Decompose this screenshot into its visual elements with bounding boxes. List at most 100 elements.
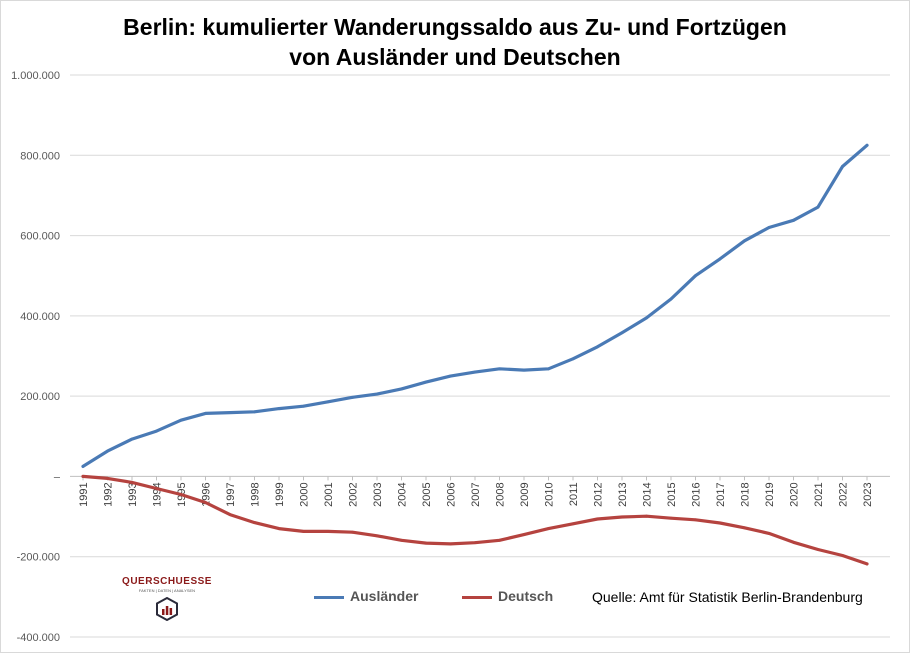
data-point-deutsch [571, 522, 575, 526]
data-point-auslaender [816, 205, 820, 209]
x-tick-label: 2007 [470, 482, 482, 506]
data-point-deutsch [375, 534, 379, 538]
legend-label-deutsch: Deutsch [498, 588, 554, 604]
x-tick-label: 2016 [691, 482, 703, 506]
data-point-auslaender [596, 345, 599, 349]
data-point-auslaender [277, 407, 281, 410]
x-tick-label: 2012 [593, 482, 605, 506]
data-point-auslaender [547, 367, 550, 371]
data-point-auslaender [694, 274, 697, 278]
legend-item-auslaender: Ausländer [314, 588, 418, 604]
logo-name: QUERSCHUESSE [122, 576, 212, 587]
data-point-deutsch [179, 493, 183, 496]
data-point-deutsch [865, 562, 869, 566]
x-tick-label: 2003 [372, 482, 384, 506]
x-tick-label: 2018 [740, 482, 752, 506]
source-note: Quelle: Amt für Statistik Berlin-Branden… [592, 589, 863, 605]
data-point-auslaender [204, 412, 207, 415]
data-point-deutsch [645, 514, 648, 518]
data-point-auslaender [81, 464, 85, 468]
x-tick-label: 2023 [862, 482, 874, 506]
data-point-deutsch [792, 540, 795, 544]
y-tick-label: 600.000 [20, 231, 60, 243]
x-tick-label: 2004 [397, 482, 409, 506]
x-tick-label: 2013 [617, 482, 629, 506]
data-point-auslaender [253, 410, 256, 414]
data-point-auslaender [130, 437, 134, 441]
data-point-auslaender [498, 367, 501, 371]
data-point-auslaender [302, 404, 305, 408]
logo-hexagon-icon [156, 597, 178, 621]
x-tick-label: 2002 [348, 482, 360, 506]
y-tick-label: 400.000 [20, 311, 60, 323]
x-tick-label: 2006 [446, 482, 458, 506]
x-tick-label: 2001 [323, 482, 335, 506]
data-point-auslaender [400, 387, 403, 391]
data-point-deutsch [277, 527, 281, 531]
data-point-auslaender [424, 380, 428, 384]
data-point-auslaender [522, 368, 526, 372]
legend-swatch-deutsch [462, 595, 492, 599]
y-tick-label: 800.000 [20, 150, 60, 162]
data-point-auslaender [767, 226, 771, 229]
legend-label-auslaender: Ausländer [350, 588, 419, 604]
x-tick-label: 2015 [666, 482, 678, 506]
x-tick-label: 1998 [250, 482, 262, 506]
series-line-auslaender [81, 143, 869, 468]
x-tick-label: 2008 [495, 482, 507, 506]
data-point-deutsch [743, 526, 746, 530]
data-point-deutsch [130, 481, 134, 484]
data-point-auslaender [669, 297, 673, 301]
x-tick-label: 2020 [789, 482, 801, 506]
data-point-auslaender [865, 143, 869, 147]
x-tick-label: 2014 [642, 482, 654, 506]
data-point-deutsch [228, 513, 232, 516]
data-point-deutsch [400, 538, 403, 542]
legend-item-deutsch: Deutsch [462, 588, 553, 604]
data-point-auslaender [571, 357, 575, 361]
data-point-auslaender [179, 418, 183, 422]
x-tick-label: 1991 [78, 482, 90, 506]
data-point-deutsch [302, 530, 305, 533]
data-point-deutsch [841, 554, 844, 557]
y-tick-label: -400.000 [17, 632, 60, 644]
data-point-deutsch [498, 538, 501, 542]
data-point-deutsch [596, 517, 599, 521]
x-tick-label: 2017 [715, 482, 727, 506]
x-tick-label: 2000 [299, 482, 311, 506]
data-point-auslaender [326, 400, 330, 404]
data-point-deutsch [351, 530, 354, 534]
data-point-deutsch [816, 548, 820, 551]
y-tick-label: 1.000.000 [11, 70, 60, 82]
x-tick-label: 2022 [838, 482, 850, 506]
data-point-deutsch [155, 487, 158, 490]
x-tick-label: 2021 [813, 482, 825, 506]
data-point-auslaender [351, 395, 354, 399]
data-point-auslaender [718, 257, 722, 261]
data-point-auslaender [155, 429, 158, 433]
data-point-deutsch [718, 521, 722, 525]
data-point-deutsch [326, 530, 330, 533]
x-tick-label: 1992 [103, 482, 115, 506]
data-point-deutsch [473, 541, 477, 545]
data-point-deutsch [106, 477, 109, 480]
data-point-auslaender [841, 165, 844, 168]
data-point-auslaender [228, 411, 232, 415]
x-tick-label: 2009 [519, 482, 531, 506]
data-point-deutsch [694, 518, 697, 522]
data-point-auslaender [792, 218, 795, 222]
data-point-auslaender [375, 392, 379, 396]
y-tick-label: 200.000 [20, 391, 60, 403]
data-point-deutsch [204, 501, 207, 504]
data-point-auslaender [106, 449, 109, 453]
x-tick-label: 2010 [544, 482, 556, 506]
chart-title-line1: Berlin: kumulierter Wanderungssaldo aus … [123, 14, 787, 40]
data-point-auslaender [473, 370, 477, 374]
data-point-deutsch [449, 542, 452, 546]
x-tick-label: 2005 [421, 482, 433, 506]
data-point-deutsch [767, 532, 771, 535]
x-tick-label: 1997 [225, 482, 237, 506]
x-tick-label: 2019 [764, 482, 776, 506]
data-point-deutsch [547, 527, 550, 531]
x-tick-label: 1999 [274, 482, 286, 506]
